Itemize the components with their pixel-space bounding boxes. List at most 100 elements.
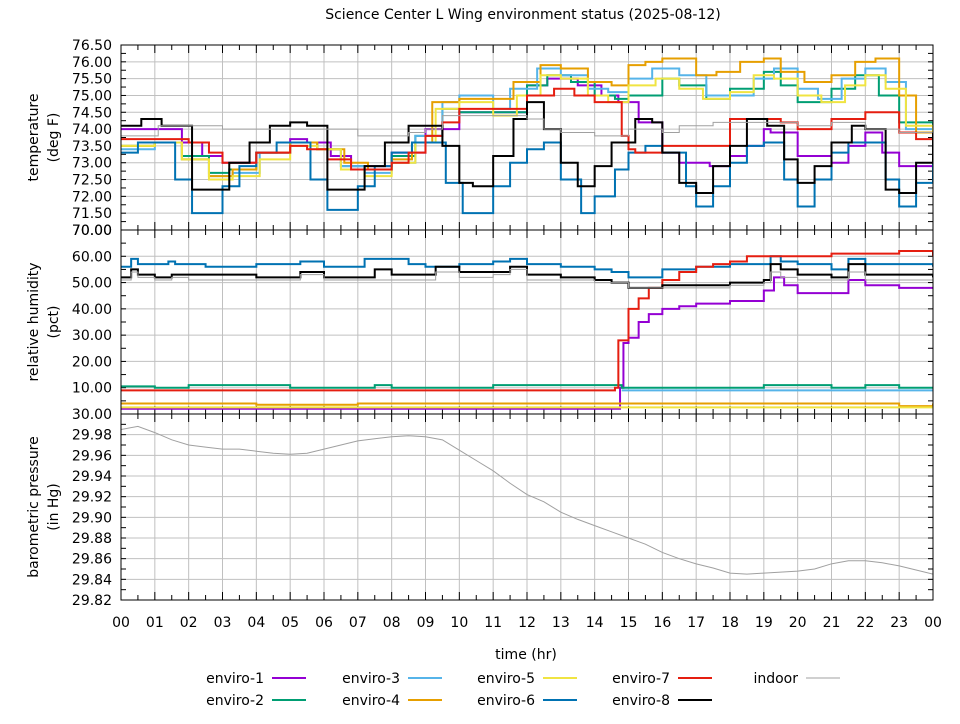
x-tick-label: 22 <box>856 615 874 631</box>
x-tick-label: 18 <box>721 615 739 631</box>
series-group <box>121 250 933 410</box>
legend-item-enviro-1: enviro-1 <box>206 671 306 687</box>
series-line-enviro-7 <box>121 250 933 392</box>
y-tick-label: 29.84 <box>72 572 112 588</box>
legend-item-enviro-8: enviro-8 <box>612 693 712 709</box>
x-tick-label: 07 <box>349 615 367 631</box>
series-line-enviro-6 <box>121 255 933 279</box>
y-tick-label: 73.50 <box>72 139 112 155</box>
legend-label: enviro-1 <box>206 671 264 687</box>
y-axis-title: temperature <box>26 94 42 182</box>
x-tick-label: 00 <box>924 615 942 631</box>
y-tick-label: 29.98 <box>72 428 112 444</box>
series-line-enviro-1 <box>121 276 933 410</box>
y-axis-subtitle: (in Hg) <box>46 483 62 531</box>
y-tick-label: 29.90 <box>72 510 112 526</box>
y-tick-label: 60.00 <box>72 249 112 265</box>
y-axis-subtitle: (pct) <box>46 306 62 339</box>
y-tick-label: 71.50 <box>72 206 112 222</box>
x-tick-label: 23 <box>890 615 908 631</box>
series-line-indoor <box>121 425 933 575</box>
series-line-enviro-4 <box>121 402 933 408</box>
x-tick-label: 11 <box>484 615 502 631</box>
y-tick-label: 29.82 <box>72 593 112 609</box>
legend-item-enviro-4: enviro-4 <box>342 693 442 709</box>
x-tick-label: 04 <box>247 615 265 631</box>
y-tick-label: 73.00 <box>72 156 112 172</box>
y-tick-label: 76.00 <box>72 55 112 71</box>
series-group <box>121 57 933 215</box>
y-tick-label: 72.50 <box>72 173 112 189</box>
y-tick-label: 29.86 <box>72 552 112 568</box>
x-tick-label: 00 <box>112 615 130 631</box>
y-tick-label: 30.00 <box>72 407 112 423</box>
y-tick-label: 20.00 <box>72 354 112 370</box>
y-tick-label: 10.00 <box>72 381 112 397</box>
y-tick-label: 50.00 <box>72 276 112 292</box>
series-group <box>121 425 933 575</box>
x-tick-label: 05 <box>281 615 299 631</box>
legend-label: enviro-7 <box>612 671 670 687</box>
y-axis-title: relative humidity <box>26 262 42 381</box>
y-tick-label: 29.92 <box>72 490 112 506</box>
x-tick-label: 02 <box>180 615 198 631</box>
y-tick-label: 75.00 <box>72 88 112 104</box>
legend-item-enviro-2: enviro-2 <box>206 693 306 709</box>
x-tick-label: 10 <box>450 615 468 631</box>
legend-label: enviro-4 <box>342 693 400 709</box>
legend-item-enviro-7: enviro-7 <box>612 671 712 687</box>
legend-item-enviro-3: enviro-3 <box>342 671 442 687</box>
panel-border <box>120 413 934 601</box>
y-tick-label: 40.00 <box>72 302 112 318</box>
x-tick-label: 03 <box>214 615 232 631</box>
x-tick-label: 06 <box>315 615 333 631</box>
legend-label: enviro-6 <box>477 693 535 709</box>
panel-pressure: 29.82 29.84 29.86 29.88 29.90 29.92 29.94 29.96… <box>26 407 934 609</box>
x-tick-label: 14 <box>586 615 604 631</box>
x-tick-label: 17 <box>687 615 705 631</box>
y-tick-label: 70.00 <box>72 223 112 239</box>
x-tick-label: 01 <box>146 615 164 631</box>
series-line-enviro-2 <box>121 384 933 389</box>
y-tick-label: 70.00 <box>72 223 112 239</box>
series-line-indoor <box>121 268 933 289</box>
legend-label: enviro-3 <box>342 671 400 687</box>
y-tick-label: 74.00 <box>72 122 112 138</box>
legend-label: enviro-8 <box>612 693 670 709</box>
panel-humidity: 10.00 20.00 30.00 40.00 50.00 60.00 70.00 relat… <box>26 223 934 415</box>
legend-item-enviro-5: enviro-5 <box>477 671 577 687</box>
legend-label: indoor <box>753 671 798 687</box>
x-tick-label: 20 <box>789 615 807 631</box>
x-tick-label: 12 <box>518 615 536 631</box>
legend-label: enviro-5 <box>477 671 535 687</box>
y-axis-subtitle: (deg F) <box>46 113 62 163</box>
y-tick-label: 29.88 <box>72 531 112 547</box>
legend-item-indoor: indoor <box>753 671 840 687</box>
y-tick-label: 29.94 <box>72 469 112 485</box>
y-tick-label: 76.50 <box>72 38 112 54</box>
legend: enviro-1 enviro-2 enviro-3 enviro-4 enviro-5… <box>206 671 840 709</box>
x-tick-label: 15 <box>620 615 638 631</box>
y-tick-label: 75.50 <box>72 72 112 88</box>
series-line-enviro-5 <box>121 74 933 181</box>
y-tick-label: 29.96 <box>72 448 112 464</box>
x-tick-label: 08 <box>383 615 401 631</box>
legend-item-enviro-6: enviro-6 <box>477 693 577 709</box>
legend-label: enviro-2 <box>206 693 264 709</box>
panels-group: 71.5072.0072.5073.0073.5074.0074.5075.00… <box>26 38 934 609</box>
series-line-enviro-8 <box>121 101 933 194</box>
x-tick-labels: 00 01 02 03 04 05 06 07 08 09 10 11 12 13 14 15 16 17 18 19… <box>112 615 942 631</box>
y-axis-title: barometric pressure <box>26 436 42 577</box>
x-tick-label: 19 <box>755 615 773 631</box>
x-tick-label: 16 <box>653 615 671 631</box>
series-line-indoor <box>121 115 933 137</box>
y-tick-label: 74.50 <box>72 105 112 121</box>
y-tick-label: 72.00 <box>72 189 112 205</box>
x-axis-title: time (hr) <box>495 647 557 663</box>
chart-title: Science Center L Wing environment status… <box>325 7 721 23</box>
x-tick-label: 13 <box>552 615 570 631</box>
y-tick-label: 30.00 <box>72 328 112 344</box>
panel-temperature: 71.5072.0072.5073.0073.5074.0074.5075.00… <box>26 38 934 239</box>
x-tick-label: 21 <box>823 615 841 631</box>
